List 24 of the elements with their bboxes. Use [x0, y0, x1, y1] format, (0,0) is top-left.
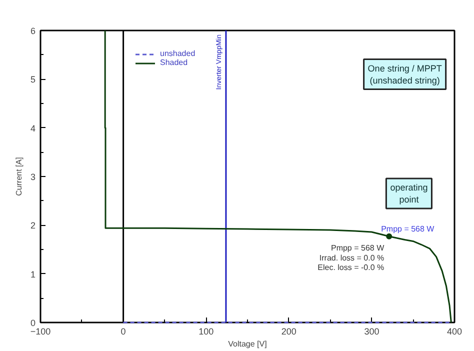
x-tick-label: 300 — [364, 326, 380, 336]
line-series — [104, 30, 452, 324]
y-tick-label: 4 — [30, 123, 36, 134]
legend-label: Shaded — [160, 58, 188, 67]
x-tick-label: 200 — [281, 326, 296, 336]
annotation: Pmpp = 568 W — [381, 224, 435, 234]
y-tick-label: 6 — [30, 26, 36, 36]
y-tick-label: 1 — [30, 269, 36, 280]
y-tick-label: 5 — [30, 74, 36, 85]
x-axis-title: Voltage [V] — [228, 340, 267, 348]
y-axis-title: Current [A] — [14, 157, 24, 196]
x-tick-label: 0 — [120, 326, 126, 336]
y-tick-label: 2 — [30, 220, 36, 231]
annotation: Elec. loss = -0.0 % — [318, 263, 384, 272]
annotation: Pmpp = 568 W — [330, 244, 385, 253]
x-tick-label: 400 — [446, 326, 462, 336]
annotation: Irrad. loss = 0.0 % — [319, 253, 384, 262]
annotation: operating point — [390, 182, 428, 205]
y-tick-label: 0 — [30, 318, 36, 328]
annotation: One string / MPPT (unshaded string) — [368, 63, 442, 86]
y-tick-label: 3 — [30, 172, 36, 182]
x-tick-label: −100 — [30, 326, 51, 336]
x-tick-label: 100 — [198, 326, 214, 336]
legend-label: unshaded — [160, 49, 196, 58]
